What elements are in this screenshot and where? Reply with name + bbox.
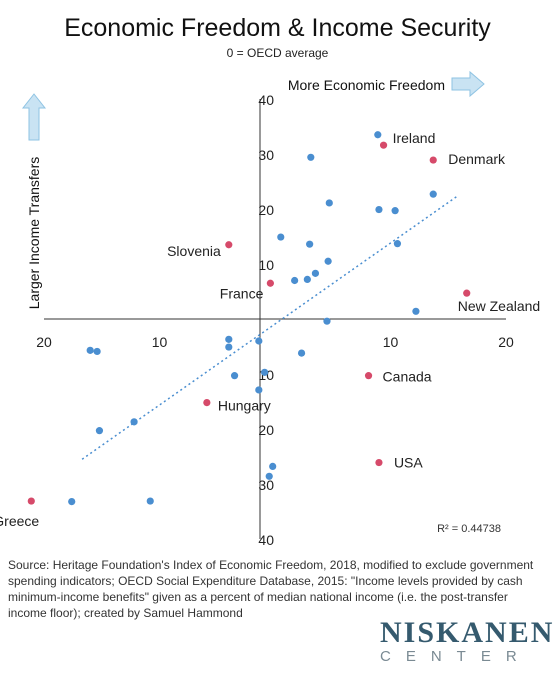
country-label: Slovenia xyxy=(167,243,221,259)
data-point xyxy=(68,498,76,506)
y-tick-label: 30 xyxy=(258,477,274,493)
data-point xyxy=(269,462,277,470)
highlighted-point xyxy=(203,399,211,407)
x-tick-label: 10 xyxy=(383,334,399,350)
y-tick-label: 40 xyxy=(258,92,274,108)
y-tick-label: 20 xyxy=(258,422,274,438)
highlighted-point xyxy=(379,141,388,149)
data-point xyxy=(255,337,263,345)
y-tick-label: 30 xyxy=(258,147,274,163)
chart-title: Economic Freedom & Income Security xyxy=(64,14,491,42)
r-squared-label: R² = 0.44738 xyxy=(437,523,501,535)
country-label: Ireland xyxy=(393,130,436,146)
data-point xyxy=(323,317,331,325)
y-tick-label: 40 xyxy=(258,532,274,548)
trendline xyxy=(81,194,460,460)
data-point xyxy=(93,347,101,356)
country-label: Canada xyxy=(383,369,432,385)
country-label: Greece xyxy=(0,513,39,529)
data-point xyxy=(311,269,320,277)
country-label: France xyxy=(220,285,264,301)
y-tick-label: 10 xyxy=(258,257,274,273)
highlighted-point xyxy=(225,241,233,249)
logo-line-1: NISKANEN xyxy=(380,616,555,649)
highlighted-point xyxy=(364,372,373,380)
y-axis-title-group: Larger Income Transfers xyxy=(21,93,47,310)
data-point xyxy=(391,207,399,215)
scatter-chart: More Economic Freedom Larger Income Tran… xyxy=(0,70,540,548)
data-points xyxy=(68,131,437,506)
labeled-points: Ireland Denmark Slovenia France New Zealand C… xyxy=(0,130,540,529)
x-axis-title-group: More Economic Freedom xyxy=(288,70,485,98)
data-point xyxy=(130,418,138,426)
country-label: Hungary xyxy=(218,398,271,414)
data-point xyxy=(306,240,314,248)
x-axis-title: More Economic Freedom xyxy=(288,77,445,93)
data-point xyxy=(325,199,333,207)
source-note: Source: Heritage Foundation's Index of E… xyxy=(8,558,534,620)
data-point xyxy=(429,190,437,198)
chart-subtitle: 0 = OECD average xyxy=(226,46,329,60)
data-point xyxy=(291,276,299,285)
highlighted-point xyxy=(266,279,274,287)
highlighted-point xyxy=(429,156,437,164)
highlighted-point xyxy=(27,497,35,505)
data-point xyxy=(374,131,382,139)
data-point xyxy=(255,386,263,394)
highlighted-point xyxy=(375,458,383,467)
data-point xyxy=(230,372,239,380)
tick-labels: 201010204030201010203040 xyxy=(36,92,514,548)
data-point xyxy=(95,427,104,435)
data-point xyxy=(277,233,285,241)
data-point xyxy=(225,343,233,351)
y-tick-label: 20 xyxy=(258,202,274,218)
x-tick-label: 20 xyxy=(498,334,514,350)
data-point xyxy=(307,153,315,161)
data-point xyxy=(393,240,402,248)
country-label: Denmark xyxy=(448,151,506,167)
x-tick-label: 10 xyxy=(152,334,168,350)
data-point xyxy=(265,472,273,480)
data-point xyxy=(412,307,420,315)
x-tick-label: 20 xyxy=(36,334,52,350)
data-point xyxy=(297,349,306,357)
data-point xyxy=(146,497,154,505)
right-arrow-icon xyxy=(451,70,485,98)
data-point xyxy=(225,335,233,343)
logo-line-2: CENTER xyxy=(380,648,532,665)
highlighted-point xyxy=(463,289,471,297)
data-point xyxy=(86,346,94,354)
country-label: New Zealand xyxy=(458,298,540,314)
data-point xyxy=(261,368,269,376)
y-axis-title: Larger Income Transfers xyxy=(26,157,42,310)
up-arrow-icon xyxy=(21,93,47,141)
data-point xyxy=(324,257,332,265)
country-label: USA xyxy=(394,455,423,471)
data-point xyxy=(375,205,383,214)
axes xyxy=(44,99,506,539)
data-point xyxy=(303,275,311,283)
niskanen-logo: NISKANEN CENTER xyxy=(380,616,555,666)
